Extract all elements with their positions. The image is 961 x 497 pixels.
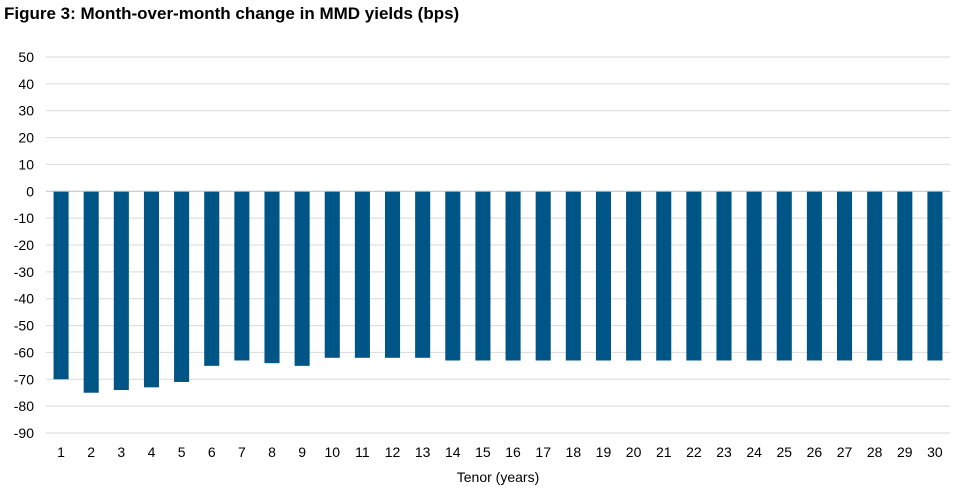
bar-tenor-23 bbox=[716, 191, 732, 361]
x-tick-label: 4 bbox=[148, 444, 156, 460]
bar-tenor-28 bbox=[867, 191, 883, 361]
x-tick-label: 12 bbox=[385, 444, 401, 460]
x-tick-label: 26 bbox=[807, 444, 823, 460]
y-tick-label: -30 bbox=[14, 264, 34, 280]
bar-tenor-5 bbox=[174, 191, 190, 382]
x-tick-label: 9 bbox=[298, 444, 306, 460]
x-tick-label: 8 bbox=[268, 444, 276, 460]
x-tick-label: 5 bbox=[178, 444, 186, 460]
bar-tenor-6 bbox=[204, 191, 220, 366]
bar-tenor-25 bbox=[776, 191, 792, 361]
bar-tenor-16 bbox=[505, 191, 521, 361]
x-tick-label: 25 bbox=[776, 444, 792, 460]
chart-title: Figure 3: Month-over-month change in MMD… bbox=[4, 4, 460, 23]
bar-tenor-30 bbox=[927, 191, 943, 361]
x-tick-label: 15 bbox=[475, 444, 491, 460]
x-tick-label: 16 bbox=[505, 444, 521, 460]
bar-tenor-18 bbox=[565, 191, 581, 361]
y-tick-label: -10 bbox=[14, 210, 34, 226]
bar-tenor-7 bbox=[234, 191, 250, 361]
bar-tenor-20 bbox=[626, 191, 642, 361]
x-tick-label: 6 bbox=[208, 444, 216, 460]
x-tick-label: 7 bbox=[238, 444, 246, 460]
bar-tenor-15 bbox=[475, 191, 491, 361]
x-tick-label: 29 bbox=[897, 444, 913, 460]
gridlines bbox=[46, 56, 950, 434]
bar-tenor-26 bbox=[806, 191, 822, 361]
y-tick-label: -20 bbox=[14, 237, 34, 253]
y-tick-label: 50 bbox=[18, 49, 34, 65]
bar-tenor-29 bbox=[897, 191, 913, 361]
y-tick-label: -80 bbox=[14, 398, 34, 414]
bar-tenor-27 bbox=[837, 191, 853, 361]
y-tick-label: 30 bbox=[18, 103, 34, 119]
y-tick-label: -90 bbox=[14, 425, 34, 441]
y-tick-label: 40 bbox=[18, 76, 34, 92]
bar-tenor-10 bbox=[324, 191, 340, 358]
x-tick-label: 18 bbox=[566, 444, 582, 460]
bar-tenor-12 bbox=[385, 191, 401, 358]
x-tick-label: 13 bbox=[415, 444, 431, 460]
x-tick-label: 22 bbox=[686, 444, 702, 460]
x-tick-label: 14 bbox=[445, 444, 461, 460]
y-tick-label: 0 bbox=[26, 183, 34, 199]
y-tick-label: 20 bbox=[18, 130, 34, 146]
bars bbox=[53, 191, 943, 393]
x-tick-labels: 1 2 3 4 5 6 7 8 9 10 11 12 13 14 15 16 17 18 19 20 21 22 23 24 2… bbox=[57, 444, 943, 460]
x-tick-label: 10 bbox=[324, 444, 340, 460]
y-tick-label: -60 bbox=[14, 344, 34, 360]
x-tick-label: 20 bbox=[626, 444, 642, 460]
y-tick-label: -50 bbox=[14, 318, 34, 334]
bar-tenor-9 bbox=[294, 191, 310, 366]
x-tick-label: 17 bbox=[535, 444, 551, 460]
x-tick-label: 19 bbox=[596, 444, 612, 460]
bar-tenor-19 bbox=[595, 191, 611, 361]
bar-tenor-13 bbox=[415, 191, 431, 358]
x-tick-label: 3 bbox=[117, 444, 125, 460]
bar-tenor-17 bbox=[535, 191, 551, 361]
x-axis-title: Tenor (years) bbox=[457, 469, 539, 485]
y-tick-label: 10 bbox=[18, 156, 34, 172]
bar-tenor-11 bbox=[354, 191, 370, 358]
bar-tenor-8 bbox=[264, 191, 280, 364]
y-tick-label: -70 bbox=[14, 371, 34, 387]
x-tick-label: 2 bbox=[87, 444, 95, 460]
y-tick-labels: 50 40 30 20 10 0 -10 -20 -30 -40 -50 -60 -70 -80 -90 bbox=[14, 49, 34, 441]
x-tick-label: 23 bbox=[716, 444, 732, 460]
x-tick-label: 28 bbox=[867, 444, 883, 460]
bar-tenor-14 bbox=[445, 191, 461, 361]
x-tick-label: 27 bbox=[837, 444, 853, 460]
x-tick-label: 24 bbox=[746, 444, 762, 460]
bar-tenor-21 bbox=[656, 191, 672, 361]
y-tick-label: -40 bbox=[14, 291, 34, 307]
bar-tenor-24 bbox=[746, 191, 762, 361]
x-tick-label: 11 bbox=[355, 444, 370, 460]
x-tick-label: 1 bbox=[57, 444, 65, 460]
bar-tenor-22 bbox=[686, 191, 702, 361]
x-tick-label: 30 bbox=[927, 444, 943, 460]
bar-tenor-2 bbox=[83, 191, 99, 393]
x-tick-label: 21 bbox=[656, 444, 672, 460]
bar-tenor-3 bbox=[113, 191, 129, 391]
bar-tenor-4 bbox=[143, 191, 159, 388]
bar-tenor-1 bbox=[53, 191, 69, 380]
